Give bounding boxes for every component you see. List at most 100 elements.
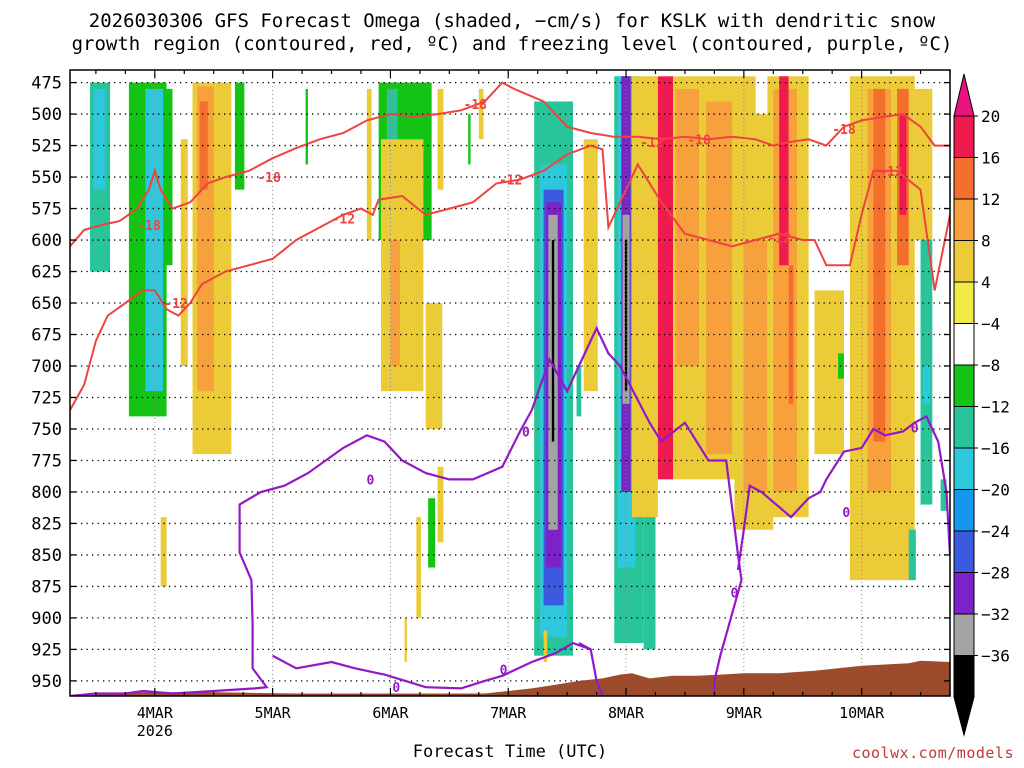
plot-frame: [69, 69, 951, 697]
omega-region-10: [160, 517, 167, 587]
ytick-label-850: 850: [31, 546, 62, 566]
xtick-label-10MAR: 10MAR: [839, 704, 885, 722]
omega-region-45: [706, 101, 733, 455]
omega-region-18: [437, 466, 444, 543]
colorbar-label-12: −32: [981, 605, 1010, 624]
colorbar-swatch-2: [953, 198, 975, 241]
freezing-label-1: 0: [522, 425, 530, 440]
ytick-label-700: 700: [31, 357, 62, 377]
omega-region-64: [940, 479, 947, 511]
colorbar-swatch-0: [953, 115, 975, 158]
freezing-label-3: 0: [842, 506, 850, 521]
omega-region-42: [657, 76, 674, 480]
xtick-label-7MAR: 7MAR: [490, 704, 527, 722]
ytick-label-800: 800: [31, 483, 62, 503]
grid-layer: [70, 70, 950, 696]
colorbar-label-10: −24: [981, 522, 1010, 541]
omega-region-32: [583, 139, 598, 392]
omega-region-59: [899, 114, 907, 215]
colorbar-swatch-13: [953, 655, 975, 698]
colorbar-label-0: 20: [981, 107, 1000, 126]
dendritic-contour--18: [70, 81, 950, 247]
colorbar-label-13: −36: [981, 647, 1010, 666]
colorbar-swatch-11: [953, 572, 975, 615]
xtick-label-9MAR: 9MAR: [726, 704, 763, 722]
colorbar-label-3: 8: [981, 232, 991, 251]
colorbar-label-9: −20: [981, 481, 1010, 500]
omega-region-34: [576, 365, 582, 417]
xtick-label-8MAR: 8MAR: [608, 704, 645, 722]
omega-region-6: [199, 101, 208, 190]
colorbar-bottom-arrow: [953, 696, 975, 737]
omega-region-31: [551, 240, 555, 442]
omega-region-50: [779, 76, 789, 266]
omega-region-20: [366, 88, 372, 241]
dendritic-label-1-0: -12: [164, 297, 187, 312]
freezing-contour-seg-0: [272, 641, 592, 690]
freezing-label-5: 0: [911, 422, 919, 437]
dendritic-label-0-4: -18: [832, 123, 856, 138]
dendritic-label-0-3: -18: [687, 133, 711, 148]
ytick-label-900: 900: [31, 609, 62, 629]
freezing-label-0: 0: [366, 473, 374, 488]
ytick-label-725: 725: [31, 388, 62, 408]
xtick-label-6MAR: 6MAR: [372, 704, 409, 722]
terrain-layer: [70, 660, 950, 696]
ytick-label-500: 500: [31, 105, 62, 125]
freezing-label-2: 0: [500, 664, 508, 679]
omega-region-22: [478, 88, 484, 140]
xtick-label-4MAR: 4MAR: [137, 704, 174, 722]
colorbar-swatch-5: [953, 323, 975, 366]
omega-region-24: [468, 114, 471, 165]
omega-region-19: [416, 517, 422, 618]
xtick-sublabel-4MAR: 2026: [137, 722, 173, 740]
ytick-label-525: 525: [31, 137, 62, 157]
freezing-contour-seg-2: [578, 642, 604, 696]
ytick-label-875: 875: [31, 577, 62, 597]
colorbar-label-6: −8: [981, 356, 1000, 375]
ytick-label-750: 750: [31, 420, 62, 440]
omega-region-62: [922, 365, 930, 404]
freezing-label-4: 0: [731, 587, 739, 602]
ytick-label-775: 775: [31, 451, 62, 471]
freezing-label-6: 0: [392, 681, 400, 696]
axes-layer: 475 500 525 550 575 600 625 650 675 700 725 750 775 8…: [31, 69, 951, 740]
ytick-label-550: 550: [31, 168, 62, 188]
freezing-contour-seg-1: [736, 414, 950, 571]
contour-layer: -18 -18 -18 -18 -18 -12 -12 -12 -12 -12 -12 0 0 0 0 0 0 0: [70, 81, 950, 696]
colorbar-label-1: 16: [981, 149, 1000, 168]
dendritic-label-0-1: -18: [257, 171, 281, 186]
colorbar-label-7: −12: [981, 398, 1010, 417]
omega-region-1: [93, 88, 106, 190]
colorbar-label-11: −28: [981, 564, 1010, 583]
omega-region-40: [643, 428, 656, 650]
colorbar-swatch-1: [953, 157, 975, 200]
omega-region-17: [428, 498, 436, 568]
colorbar-label-4: 4: [981, 273, 991, 292]
omega-region-41: [631, 76, 658, 518]
omega-region-47: [743, 240, 768, 492]
dendritic-contour--12: [70, 144, 950, 411]
ytick-label-825: 825: [31, 514, 62, 534]
omega-region-3: [145, 88, 164, 392]
dendritic-label-1-2: -12: [499, 174, 522, 189]
dendritic-label-1-3: -12: [640, 136, 663, 151]
omega-region-14: [381, 139, 424, 392]
colorbar-swatch-7: [953, 406, 975, 449]
xtick-label-5MAR: 5MAR: [255, 704, 292, 722]
omega-region-7: [163, 88, 173, 266]
colorbar: 20 16 12 8 4 −4 −8 −12 −16 −20 −24 −28 −32 −36: [953, 73, 1010, 737]
omega-region-44: [675, 88, 700, 366]
ytick-label-625: 625: [31, 263, 62, 283]
colorbar-swatch-8: [953, 447, 975, 490]
chart-title-line1: 2026030306 GFS Forecast Omega (shaded, −…: [88, 10, 936, 32]
omega-region-11: [305, 88, 308, 165]
chart-title-line2: growth region (contoured, red, ºC) and f…: [71, 33, 953, 55]
ytick-label-650: 650: [31, 294, 62, 314]
omega-region-9: [234, 82, 245, 190]
omega-region-56: [873, 88, 886, 442]
ytick-label-950: 950: [31, 672, 62, 692]
colorbar-top-arrow: [953, 73, 975, 117]
omega-region-33: [543, 630, 548, 662]
dendritic-label-1-5: -12: [879, 165, 902, 180]
